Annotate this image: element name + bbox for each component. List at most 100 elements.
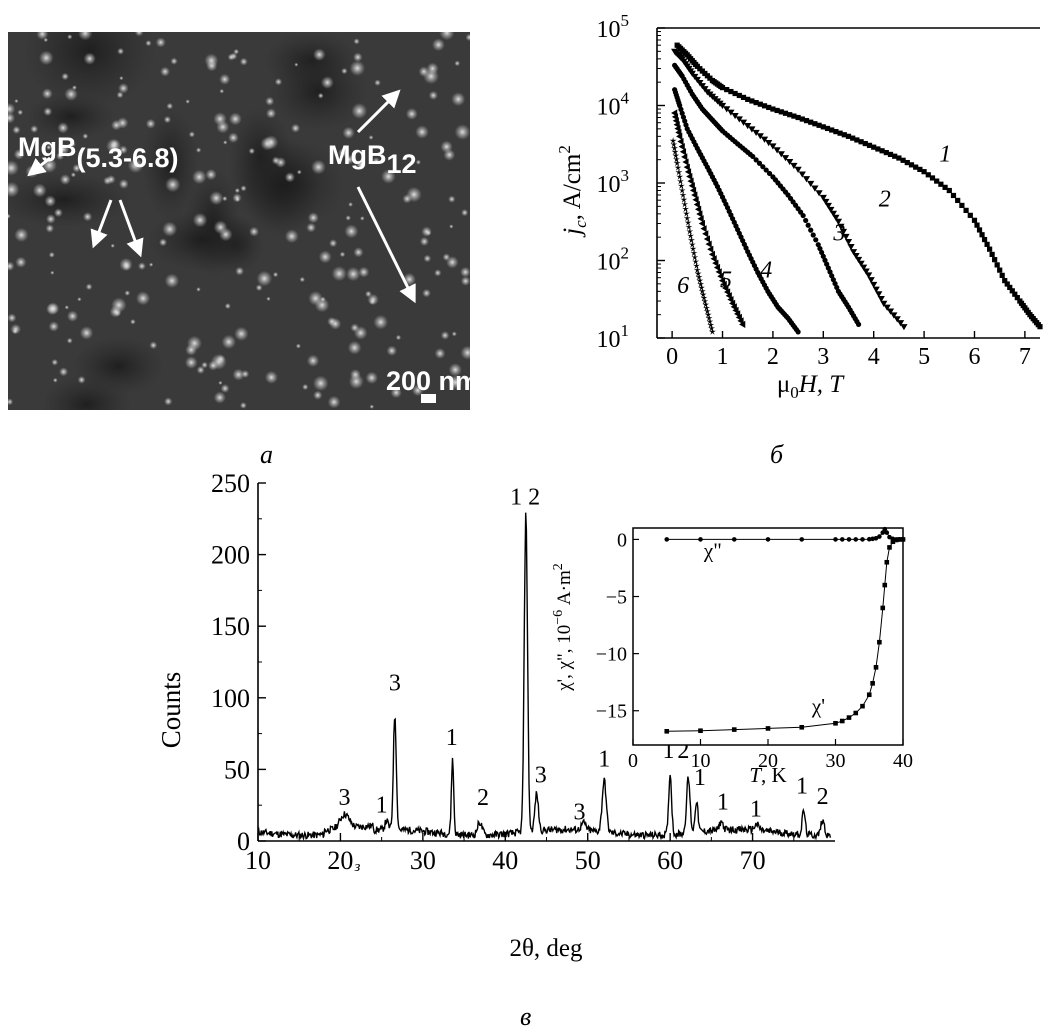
jc-point [692, 196, 699, 204]
bright-particle [432, 38, 445, 52]
xrd-y-tick-label: 50 [224, 755, 250, 784]
bright-particle [52, 377, 58, 383]
jc-point [890, 312, 898, 319]
jc-point [696, 210, 703, 218]
bright-particle [111, 119, 122, 131]
bright-particle [224, 303, 231, 310]
jc-series-5 [671, 109, 746, 328]
jc-point [689, 245, 697, 252]
jc-point [822, 198, 830, 206]
bright-particle [110, 243, 115, 248]
jc-point [677, 137, 684, 146]
jc-point [802, 176, 811, 183]
inset-point [884, 559, 890, 565]
bright-particle [294, 62, 299, 67]
jc-point [686, 227, 694, 235]
jc-point [921, 169, 927, 175]
jc-point [731, 112, 739, 120]
jc-point [798, 171, 806, 178]
bright-particle [45, 224, 55, 233]
jc-point [707, 321, 715, 328]
bright-particle [127, 157, 144, 174]
jc-point [677, 182, 685, 189]
bright-particle [72, 163, 81, 173]
xrd-peak-label: 3 [389, 671, 401, 697]
bright-particle [234, 326, 249, 341]
bright-particle [196, 287, 201, 292]
bright-particle [135, 291, 151, 306]
bright-particle [77, 375, 86, 384]
bright-particle [30, 125, 39, 134]
bright-particle [347, 340, 362, 355]
bright-particle [306, 354, 320, 367]
jc-point [883, 304, 891, 311]
bright-particle [369, 404, 375, 409]
bright-particle [184, 356, 198, 369]
jc-point [1009, 288, 1015, 294]
bright-particle [7, 313, 17, 323]
inset-point [866, 536, 872, 542]
jc-x-tick-label: 1 [717, 344, 729, 370]
jc-point [697, 280, 705, 288]
jc-point [715, 268, 722, 276]
arrow-mgb-3 [118, 199, 144, 258]
jc-point [1004, 281, 1010, 287]
bright-particle [451, 331, 457, 337]
jc-series-label: 4 [760, 258, 772, 284]
jc-point [719, 85, 726, 91]
bright-particle [423, 68, 439, 85]
bright-particle [422, 288, 431, 298]
jc-point [736, 92, 742, 99]
bright-particle [317, 92, 324, 99]
jc-point [880, 300, 888, 307]
bright-particle [331, 266, 347, 282]
bright-particle [51, 358, 59, 366]
jc-point [837, 130, 843, 136]
jc-point [904, 159, 910, 166]
xrd-y-tick-label: 100 [211, 684, 250, 713]
jc-point [756, 133, 764, 140]
inset-y-tick-label: −5 [606, 587, 627, 609]
bright-particle [344, 154, 355, 165]
jc-point [854, 256, 863, 264]
xrd-peak-label: 1 [694, 765, 706, 791]
bright-particle [45, 214, 56, 224]
bright-particle [307, 212, 319, 224]
bright-particle [234, 187, 240, 194]
jc-point [683, 214, 691, 222]
bright-particle [318, 250, 332, 264]
xrd-y-tick-label: 200 [211, 541, 250, 570]
jc-point [795, 114, 801, 121]
bright-particle [122, 261, 131, 271]
jc-point [875, 291, 883, 298]
jc-x-tick-label: 7 [1019, 344, 1031, 370]
jc-point [692, 258, 700, 265]
bright-particle [124, 290, 131, 296]
bright-particle [3, 160, 19, 176]
jc-point [766, 170, 773, 177]
bright-particle [353, 326, 368, 340]
jc-point [688, 182, 695, 190]
jc-series-1 [674, 42, 1043, 330]
bright-particle [166, 102, 174, 110]
jc-point [786, 158, 794, 166]
inset-point [887, 545, 892, 550]
scale-bar-label: 200 nm [386, 366, 470, 396]
jc-point [687, 177, 694, 185]
jc-point [678, 143, 685, 151]
jc-point [774, 107, 780, 114]
inset-series [664, 537, 906, 734]
bright-particle [219, 88, 225, 94]
jc-point [782, 110, 789, 116]
bright-particle [351, 103, 368, 119]
inset-point [900, 537, 906, 542]
bright-particle [106, 175, 116, 184]
bright-particle [386, 345, 398, 356]
jc-y-tick-label: 101 [597, 321, 630, 353]
jc-point [870, 281, 878, 289]
bright-particle [355, 159, 366, 170]
micrograph-panel: MgB(5.3-6.8) MgB12 200 nm [0, 0, 479, 434]
jc-point [745, 96, 751, 102]
bright-particle [47, 302, 60, 315]
bright-particle [369, 298, 376, 305]
